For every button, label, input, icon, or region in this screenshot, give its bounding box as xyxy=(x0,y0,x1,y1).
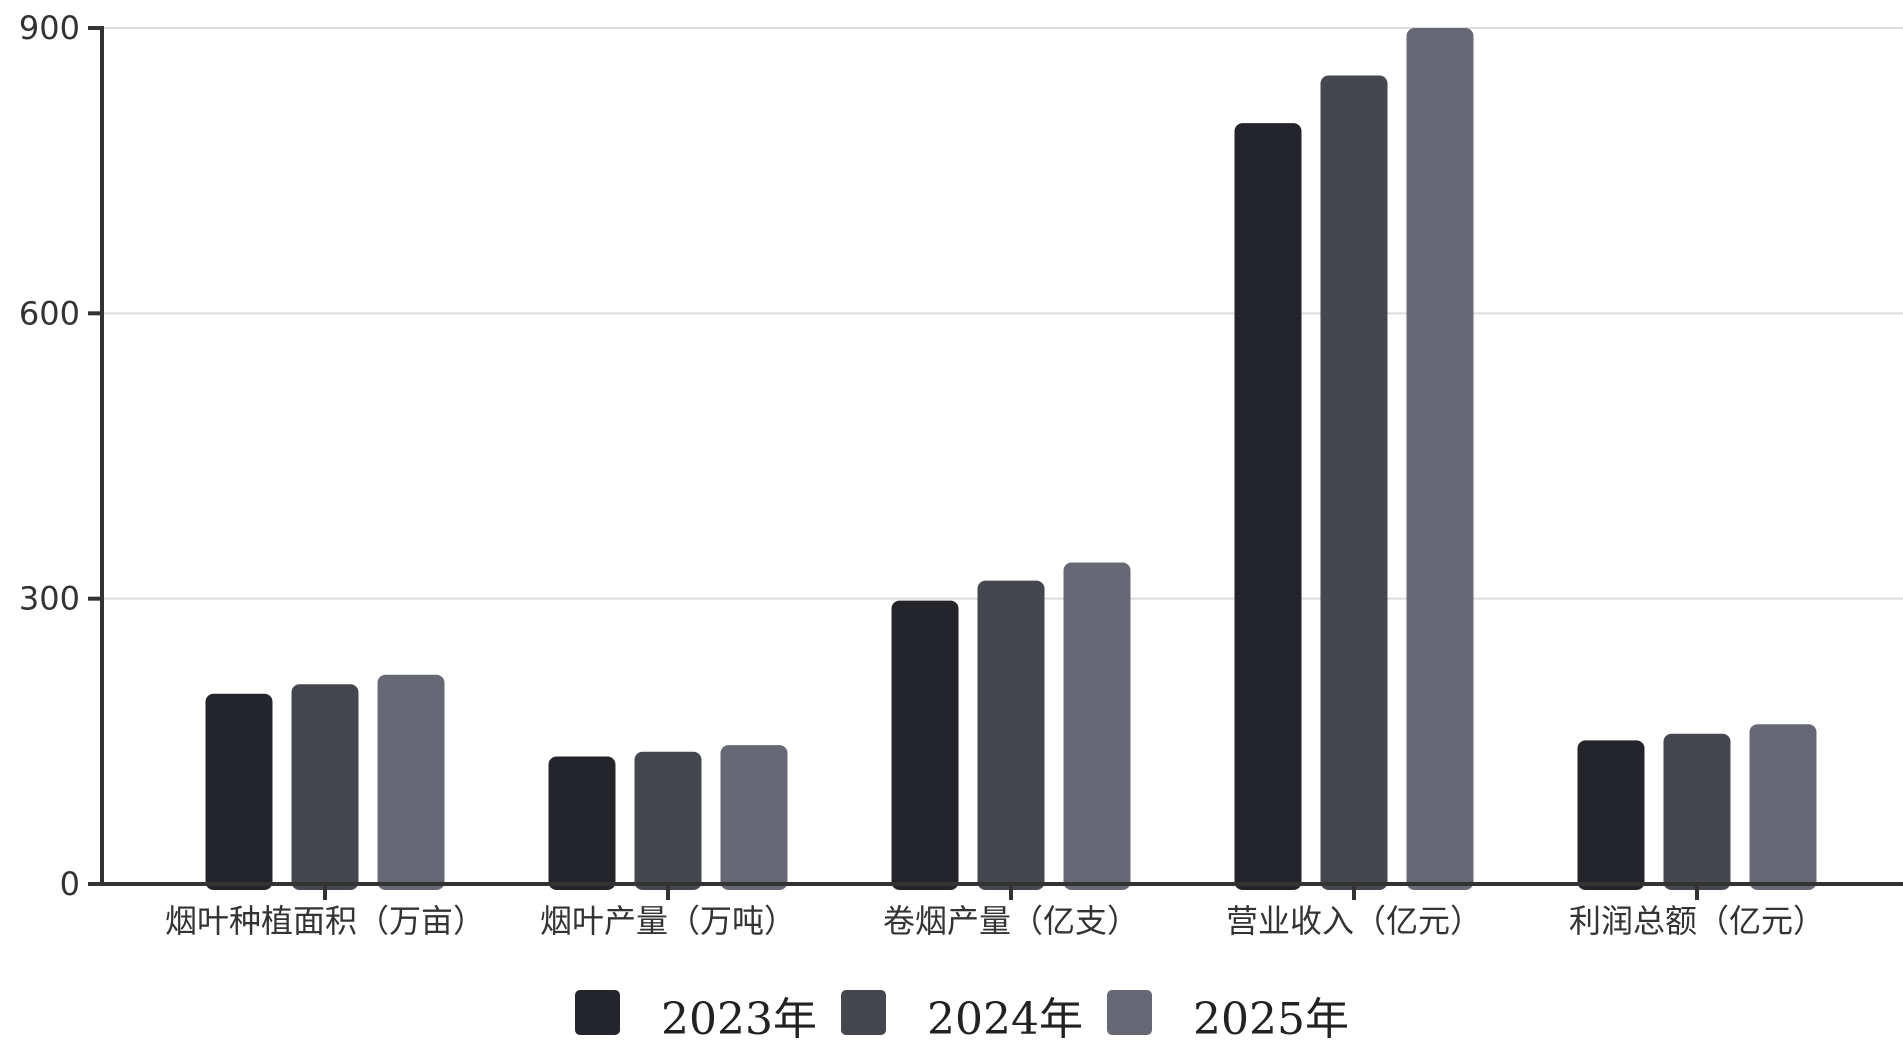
bar xyxy=(1663,733,1731,890)
legend-swatch xyxy=(841,990,886,1035)
bar xyxy=(1406,28,1474,890)
gridlines xyxy=(102,27,1903,600)
legend-label: 2024年 xyxy=(927,994,1083,1041)
bar xyxy=(1320,75,1388,891)
bar xyxy=(291,684,359,890)
bar xyxy=(634,751,702,890)
x-axis: 烟叶种植面积（万亩） 烟叶产量（万吨） 卷烟产量（亿支） 营业收入（亿元） 利润总额（亿… xyxy=(100,882,1903,940)
x-tick-label: 烟叶种植面积（万亩） xyxy=(165,902,485,940)
bar xyxy=(1234,123,1302,891)
x-tick-label: 营业收入（亿元） xyxy=(1226,902,1482,940)
bar xyxy=(205,693,273,890)
bar xyxy=(1063,562,1131,890)
legend-swatch xyxy=(1107,990,1152,1035)
legend: 2023年 2024年 2025年 xyxy=(575,990,1349,1041)
bar xyxy=(377,674,445,890)
bar xyxy=(548,756,616,890)
y-axis: 0 300 600 900 xyxy=(19,9,104,903)
x-tick-label: 卷烟产量（亿支） xyxy=(883,902,1139,940)
bars xyxy=(205,28,1817,891)
legend-swatch xyxy=(575,990,620,1035)
legend-label: 2023年 xyxy=(661,994,817,1041)
x-tick-label: 烟叶产量（万吨） xyxy=(540,902,796,940)
legend-label: 2025年 xyxy=(1193,994,1349,1041)
bar xyxy=(720,745,788,890)
bar xyxy=(1577,740,1645,890)
bar xyxy=(977,580,1045,890)
y-tick-label: 600 xyxy=(19,294,80,332)
bar xyxy=(891,600,959,890)
bar xyxy=(1749,724,1817,890)
x-tick-label: 利润总额（亿元） xyxy=(1569,902,1825,940)
y-tick-label: 300 xyxy=(19,580,80,618)
y-tick-label: 900 xyxy=(19,9,80,47)
y-tick-label: 0 xyxy=(60,865,80,903)
